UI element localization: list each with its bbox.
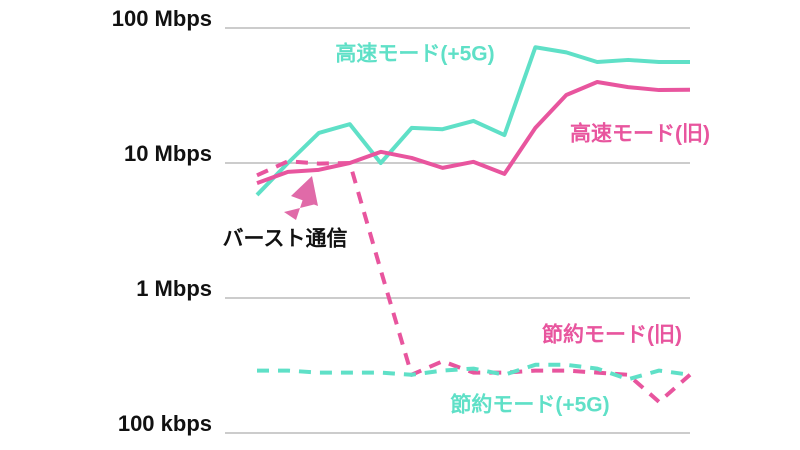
- series-label: 節約モード(+5G): [450, 393, 609, 417]
- series-line: [255, 45, 690, 197]
- annotation-arrow-head: [291, 176, 318, 206]
- series-line: [256, 80, 691, 185]
- series-label: 高速モード(旧): [570, 122, 710, 146]
- y-tick-label: 100 Mbps: [112, 6, 212, 31]
- y-tick-label: 1 Mbps: [136, 276, 212, 301]
- series-line: [256, 159, 692, 404]
- y-tick-label: 100 kbps: [118, 411, 212, 436]
- series-label: 高速モード(+5G): [335, 42, 494, 66]
- series-line: [257, 362, 691, 382]
- series-label: 節約モード(旧): [542, 323, 682, 347]
- annotation: バースト通信: [223, 227, 348, 251]
- y-tick-label: 10 Mbps: [124, 141, 212, 166]
